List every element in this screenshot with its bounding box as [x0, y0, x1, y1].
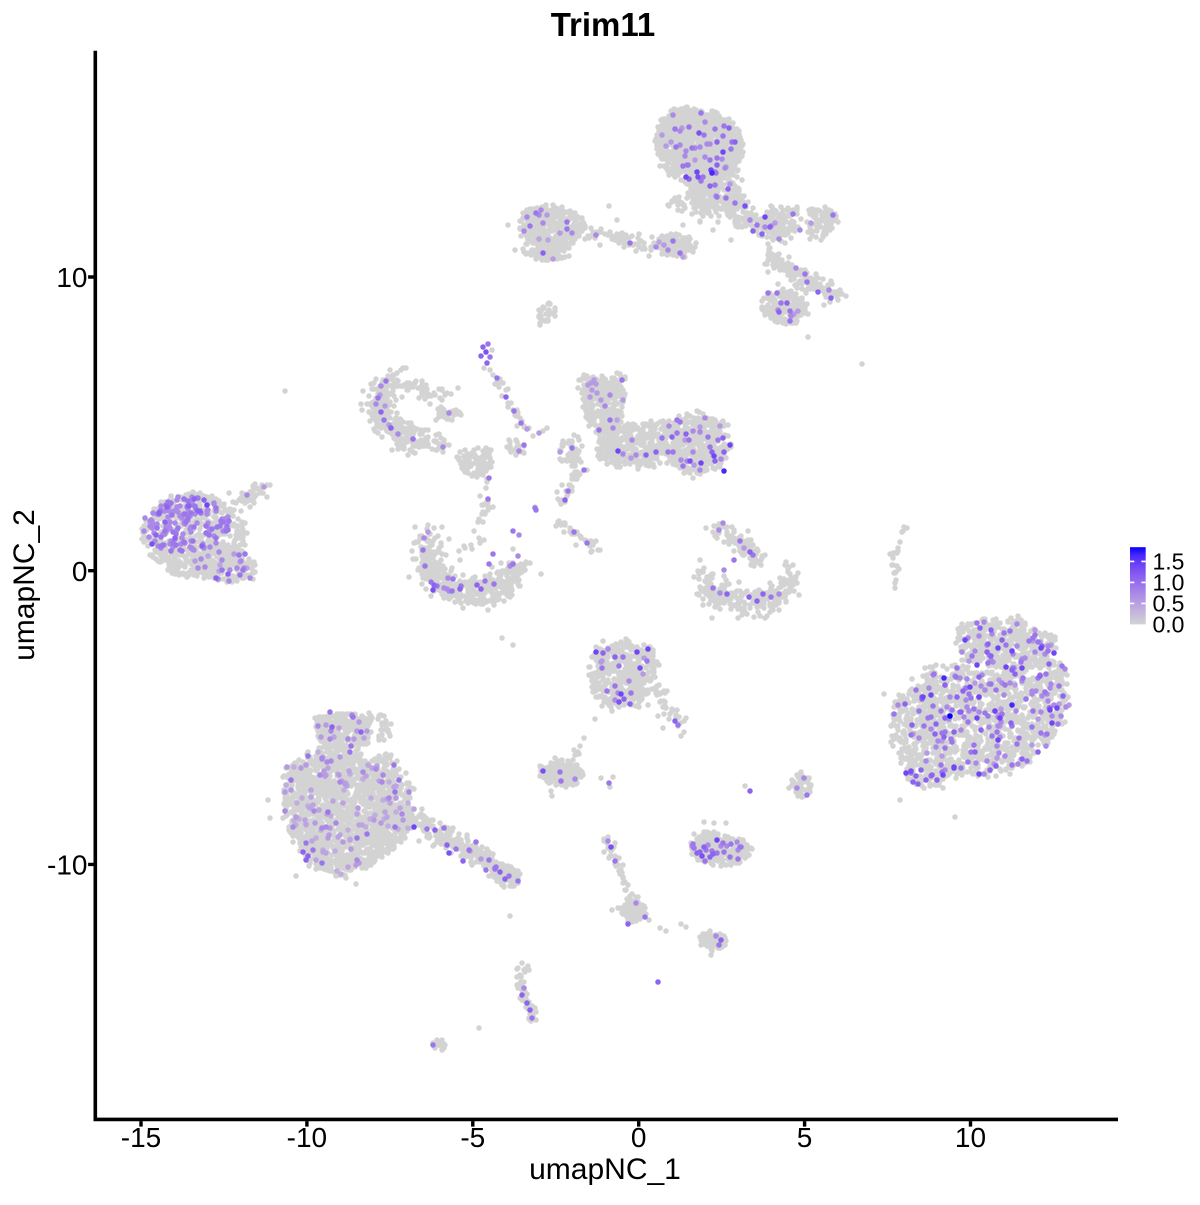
svg-text:0: 0 [631, 1122, 647, 1153]
svg-text:Trim11: Trim11 [551, 6, 656, 43]
svg-text:0.5: 0.5 [1153, 591, 1185, 617]
svg-text:umapNC_2: umapNC_2 [8, 509, 41, 661]
svg-text:0.0: 0.0 [1153, 612, 1185, 638]
svg-text:5: 5 [797, 1122, 813, 1153]
svg-text:0: 0 [72, 556, 88, 587]
svg-text:10: 10 [56, 262, 87, 293]
svg-text:1.5: 1.5 [1153, 549, 1185, 575]
svg-text:-5: -5 [460, 1122, 485, 1153]
svg-text:-10: -10 [287, 1122, 327, 1153]
svg-text:10: 10 [955, 1122, 986, 1153]
svg-text:-15: -15 [121, 1122, 161, 1153]
svg-text:umapNC_1: umapNC_1 [529, 1153, 681, 1186]
svg-text:1.0: 1.0 [1153, 570, 1185, 596]
svg-text:-10: -10 [47, 850, 87, 881]
